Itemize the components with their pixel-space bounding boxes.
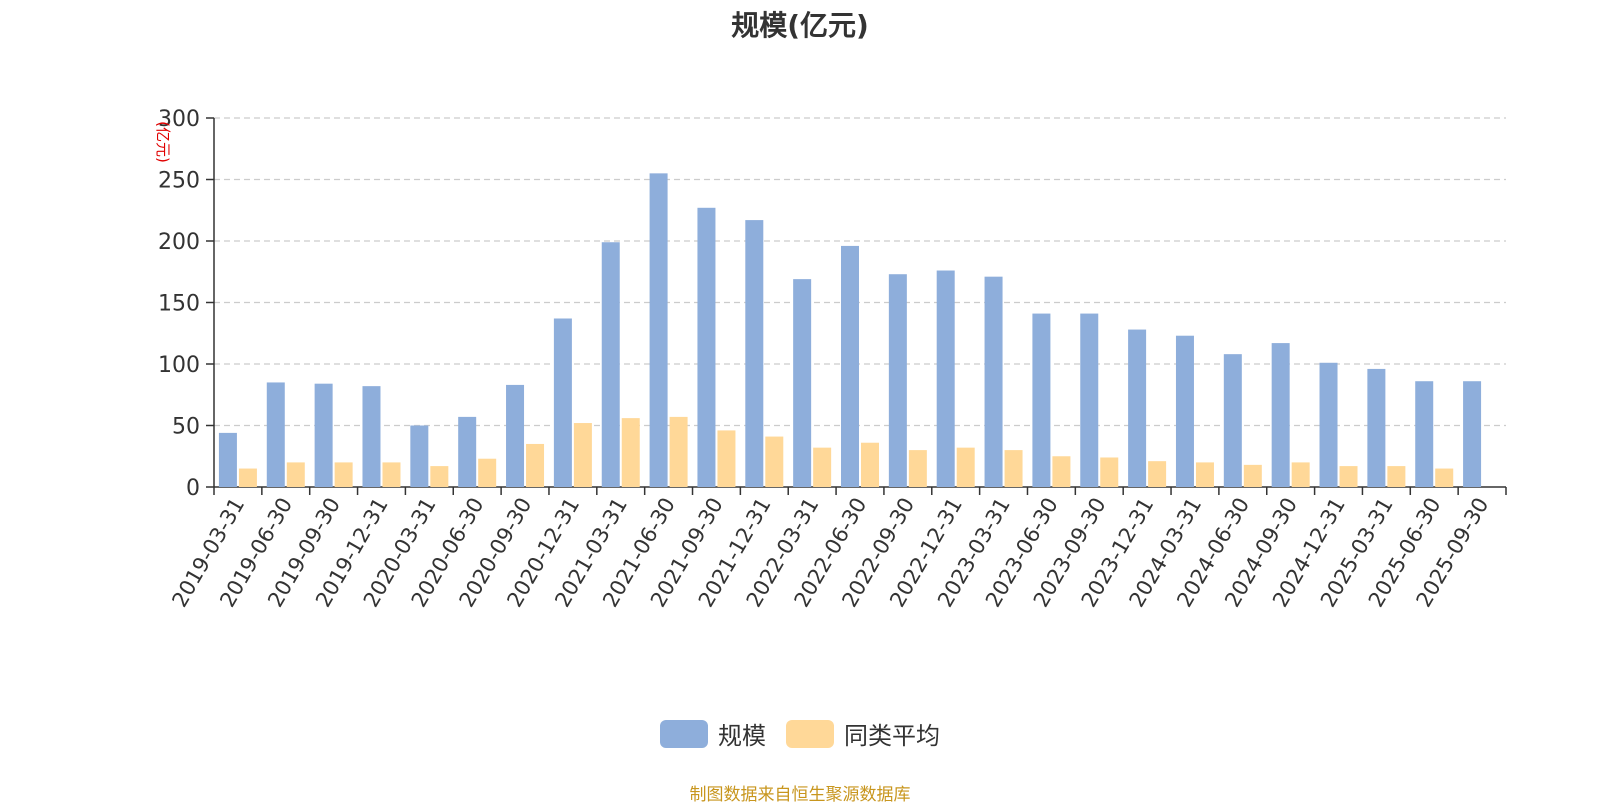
y-tick-label: 300 [158,107,200,132]
bar-average [717,430,736,487]
bar-average [908,450,927,487]
bar-scale [649,173,668,487]
bar-average [478,458,497,487]
y-tick-label: 200 [158,230,200,255]
bar-scale [697,207,716,488]
bar-scale [984,276,1003,487]
bar-scale [745,220,764,487]
bar-average [1148,461,1167,487]
bar-average [1243,464,1262,487]
source-note: 制图数据来自恒生聚源数据库 [689,785,911,805]
y-axis-unit-label: (亿元) [154,121,172,163]
bar-scale [1367,368,1386,487]
bar-scale [1463,381,1482,487]
bar-average [238,468,257,487]
y-tick-label: 0 [186,476,200,501]
legend-item-average[interactable]: 同类平均 [786,716,940,751]
bar-scale [1080,313,1099,487]
bar-scale [266,382,285,487]
bar-average [1100,457,1119,487]
y-tick-label: 250 [158,169,200,194]
legend-label-scale: 规模 [718,722,766,750]
y-tick-label: 50 [172,415,200,440]
bar-average [1004,450,1023,487]
bar-average [286,462,305,487]
bar-scale [841,245,859,487]
chart-title: 规模(亿元) [731,9,869,42]
bar-average [430,466,449,487]
bar-scale [1319,362,1338,487]
bar-average [669,416,688,487]
bar-scale [1415,381,1434,487]
bar-scale [1223,354,1242,487]
bar-average [1291,462,1310,487]
y-tick-label: 100 [158,353,200,378]
bar-average [765,436,784,487]
bar-average [621,418,640,487]
bar-scale [362,386,381,487]
legend-swatch-scale [660,719,708,748]
bar-average [1052,456,1071,487]
bar-average [1339,466,1358,487]
bar-average [526,443,545,487]
bar-average [1195,462,1214,487]
bar-average [1387,466,1406,487]
legend-item-scale[interactable]: 规模 [660,716,766,751]
bar-scale [936,270,955,487]
legend: 规模 同类平均 [0,716,1600,751]
bar-scale [553,318,572,487]
legend-swatch-average [786,719,834,748]
bar-average [1435,468,1454,487]
bar-scale [888,274,907,487]
bar-average [861,442,879,487]
bar-scale [218,432,237,487]
bar-average [813,447,832,487]
bar-scale [1271,343,1290,487]
bar-scale [410,425,429,487]
bar-average [956,447,975,487]
bar-scale [601,242,620,487]
bar-scale [506,384,525,487]
bar-average [334,462,353,487]
legend-label-average: 同类平均 [844,722,940,750]
bar-scale [1032,313,1051,487]
bar-scale [793,279,812,487]
bar-average [382,462,401,487]
bar-scale [1175,335,1194,487]
bar-scale [458,416,477,487]
bar-scale [314,383,333,487]
y-tick-label: 150 [158,292,200,317]
bar-average [573,423,592,487]
bar-scale [1128,329,1147,487]
